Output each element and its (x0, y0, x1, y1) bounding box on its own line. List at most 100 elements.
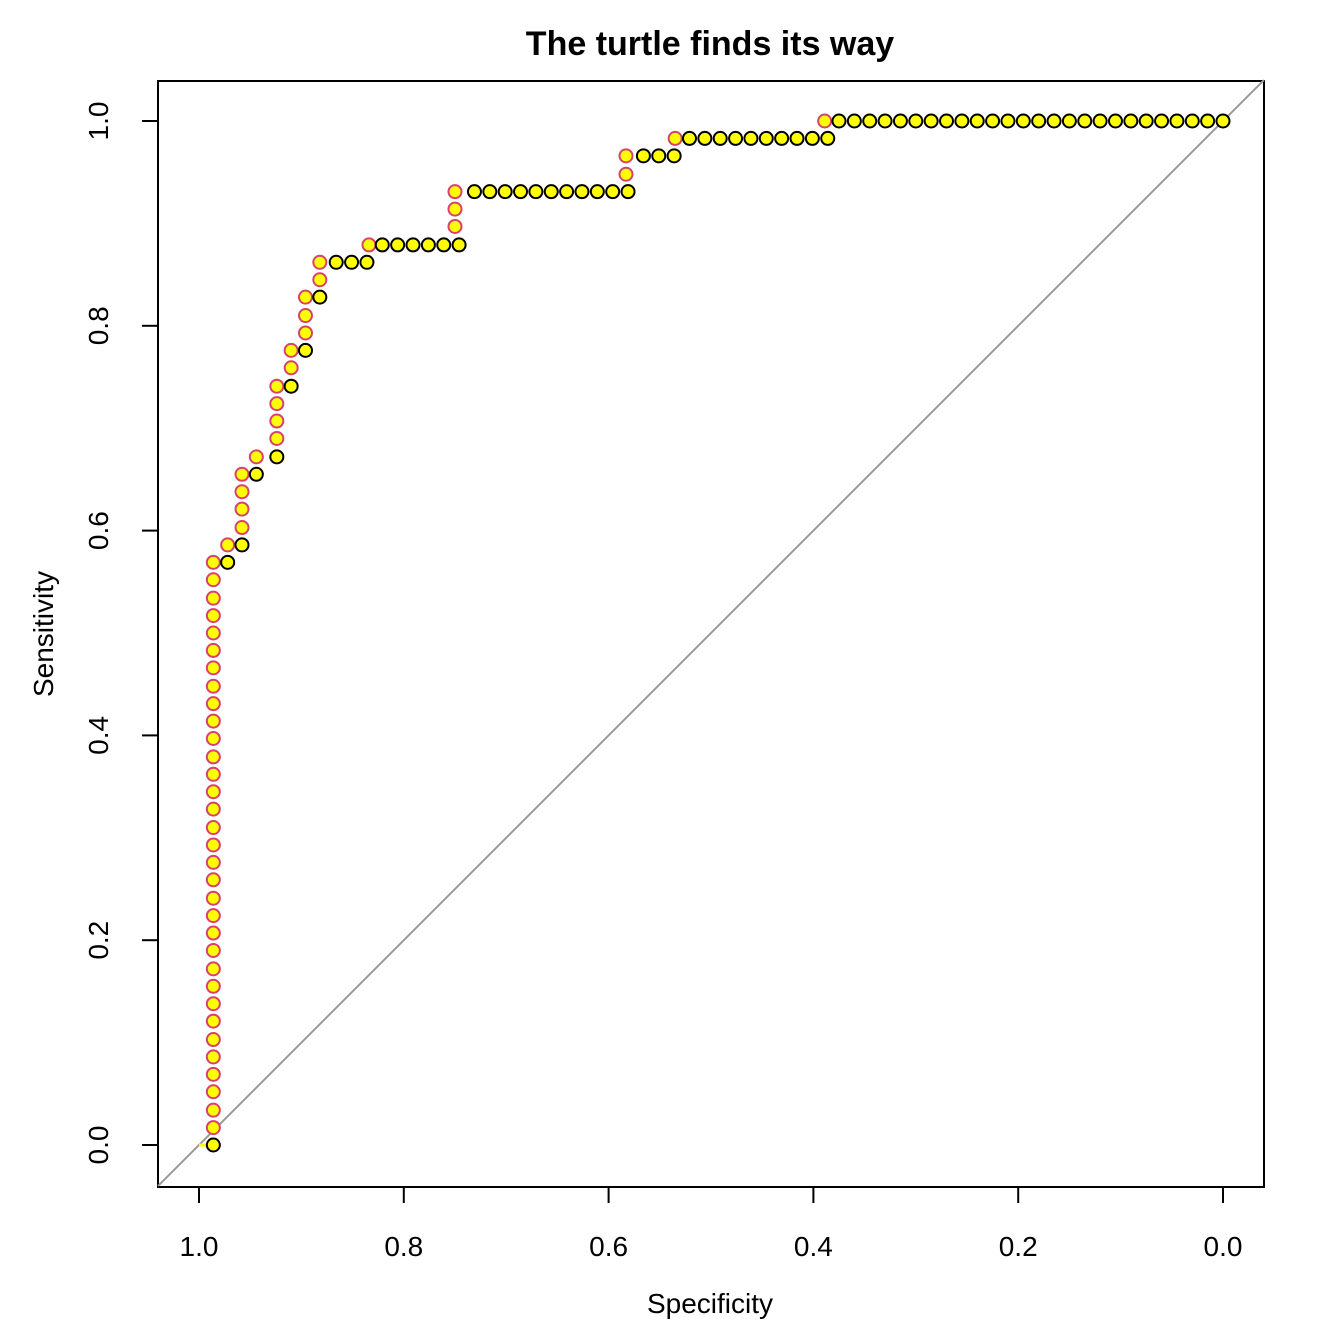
data-point (466, 184, 482, 200)
y-axis-label: Sensitivity (28, 571, 59, 697)
data-point (482, 184, 498, 200)
data-point (205, 942, 221, 958)
x-tick-label: 0.4 (794, 1231, 833, 1262)
data-point (743, 130, 759, 146)
y-tick-label: 0.2 (83, 921, 114, 960)
data-point (635, 148, 651, 164)
data-point (205, 625, 221, 641)
data-point (205, 854, 221, 870)
data-point (804, 130, 820, 146)
data-point (269, 396, 285, 412)
data-point (620, 184, 636, 200)
data-point (420, 237, 436, 253)
data-point (234, 466, 250, 482)
data-point (234, 520, 250, 536)
data-point (1169, 113, 1185, 129)
data-point (574, 184, 590, 200)
data-point (328, 254, 344, 270)
x-tick-label: 0.0 (1204, 1231, 1243, 1262)
data-point (789, 130, 805, 146)
series-0 (205, 113, 833, 1136)
data-point (205, 642, 221, 658)
data-point (513, 184, 529, 200)
data-point (205, 696, 221, 712)
data-point (205, 590, 221, 606)
data-point (447, 218, 463, 234)
data-points (205, 113, 1231, 1153)
data-point (205, 925, 221, 941)
data-point (877, 113, 893, 129)
data-point (205, 872, 221, 888)
data-point (1123, 113, 1139, 129)
data-point (1138, 113, 1154, 129)
data-point (269, 413, 285, 429)
data-point (681, 130, 697, 146)
data-point (205, 713, 221, 729)
data-point (651, 148, 667, 164)
data-point (205, 1102, 221, 1118)
data-point (758, 130, 774, 146)
data-point (297, 325, 313, 341)
data-point (1015, 113, 1031, 129)
x-tick-label: 1.0 (180, 1231, 219, 1262)
data-point (589, 184, 605, 200)
data-point (1031, 113, 1047, 129)
data-point (205, 1120, 221, 1136)
data-point (205, 554, 221, 570)
data-point (205, 1084, 221, 1100)
data-point (297, 289, 313, 305)
data-point (862, 113, 878, 129)
data-point (618, 148, 634, 164)
data-point (1046, 113, 1062, 129)
data-point (205, 608, 221, 624)
data-point (969, 113, 985, 129)
y-tick-label: 1.0 (83, 102, 114, 141)
data-point (405, 237, 421, 253)
data-point (1184, 113, 1200, 129)
data-point (559, 184, 575, 200)
x-tick-label: 0.8 (384, 1231, 423, 1262)
data-point (1154, 113, 1170, 129)
data-point (985, 113, 1001, 129)
data-point (312, 272, 328, 288)
data-point (1215, 113, 1231, 129)
y-tick-label: 0.8 (83, 306, 114, 345)
data-point (820, 130, 836, 146)
data-point (543, 184, 559, 200)
data-point (667, 130, 683, 146)
data-point (312, 254, 328, 270)
data-point (234, 537, 250, 553)
data-point (1092, 113, 1108, 129)
data-point (954, 113, 970, 129)
y-tick-label: 0.6 (83, 511, 114, 550)
data-point (831, 113, 847, 129)
data-point (283, 360, 299, 376)
data-point (248, 466, 264, 482)
data-point (205, 837, 221, 853)
data-point (205, 749, 221, 765)
data-point (234, 484, 250, 500)
data-point (205, 766, 221, 782)
data-point (728, 130, 744, 146)
data-point (297, 342, 313, 358)
data-point (205, 890, 221, 906)
x-tick-label: 0.2 (999, 1231, 1038, 1262)
data-point (1107, 113, 1123, 129)
data-point (817, 113, 833, 129)
data-point (374, 237, 390, 253)
data-point (205, 820, 221, 836)
series-1 (205, 113, 1231, 1153)
data-point (774, 130, 790, 146)
data-point (205, 730, 221, 746)
x-axis-label: Specificity (647, 1288, 773, 1319)
data-point (312, 289, 328, 305)
data-point (528, 184, 544, 200)
data-point (605, 184, 621, 200)
chart-title: The turtle finds its way (526, 25, 894, 63)
data-point (359, 254, 375, 270)
data-point (390, 237, 406, 253)
x-axis: 1.0 0.8 0.6 0.4 0.2 0.0 (180, 1186, 1243, 1262)
data-point (205, 1013, 221, 1029)
data-point (923, 113, 939, 129)
